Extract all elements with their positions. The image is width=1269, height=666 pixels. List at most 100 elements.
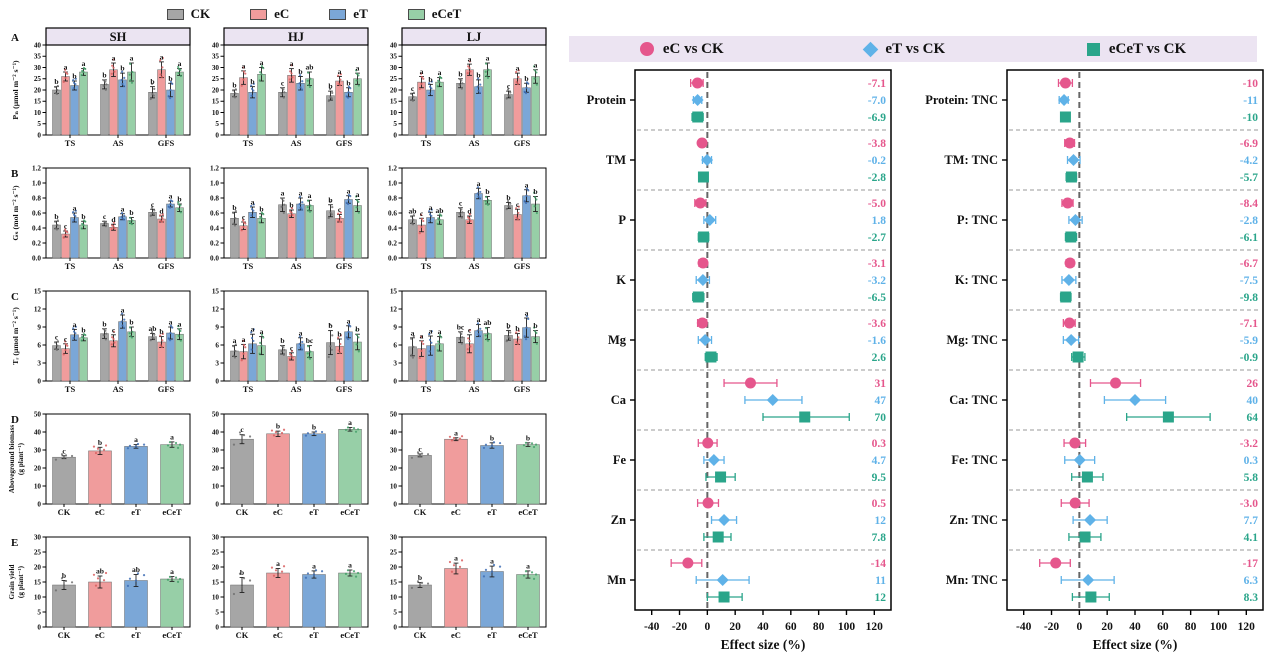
svg-text:c: c: [242, 213, 246, 222]
svg-text:b: b: [490, 433, 494, 442]
svg-text:11: 11: [875, 575, 886, 587]
svg-text:b: b: [524, 74, 528, 83]
svg-text:-6.7: -6.7: [1240, 258, 1258, 270]
svg-text:25: 25: [212, 75, 220, 83]
svg-text:eT: eT: [487, 507, 497, 517]
svg-text:Pₙ (μmol m⁻² s⁻¹): Pₙ (μmol m⁻² s⁻¹): [11, 60, 20, 120]
svg-text:b: b: [289, 201, 293, 210]
svg-text:40: 40: [1129, 621, 1141, 633]
et-swatch: [329, 8, 347, 20]
svg-text:-6.9: -6.9: [1240, 138, 1258, 150]
svg-text:(g plant⁻¹): (g plant⁻¹): [17, 565, 25, 598]
svg-text:0: 0: [215, 377, 219, 385]
svg-text:Mn: TNC: Mn: TNC: [946, 573, 998, 587]
svg-text:b: b: [150, 77, 154, 86]
svg-text:b: b: [355, 325, 359, 334]
svg-text:1.0: 1.0: [32, 179, 41, 187]
svg-text:20: 20: [34, 563, 42, 571]
svg-text:0: 0: [215, 623, 219, 631]
svg-text:TS: TS: [421, 384, 432, 394]
svg-text:60: 60: [1157, 621, 1169, 633]
forest-plot-elements-tnc: Protein: TNC -10 -11 -10 TM: TNC -6.9 -4.2 -5.7…: [925, 69, 1264, 652]
bar-chart-D-LJ: 0 10 20 30 40 50 c CK a eC b eT b eCeT: [390, 410, 547, 517]
svg-text:TM: TNC: TM: TNC: [944, 153, 998, 167]
svg-text:Zn: TNC: Zn: TNC: [949, 513, 998, 527]
svg-text:-40: -40: [1016, 621, 1032, 633]
svg-text:1.2: 1.2: [388, 164, 397, 172]
svg-text:b: b: [177, 195, 181, 204]
svg-text:40: 40: [212, 41, 220, 49]
svg-text:Aboveground biomass: Aboveground biomass: [8, 425, 16, 494]
svg-text:1.0: 1.0: [210, 179, 219, 187]
svg-text:eC: eC: [95, 630, 105, 640]
forest-legend-label-et: eT vs CK: [885, 40, 946, 57]
svg-text:d: d: [111, 215, 116, 224]
svg-text:0.3: 0.3: [1244, 455, 1259, 467]
svg-text:15: 15: [390, 287, 398, 295]
svg-text:c: c: [507, 82, 511, 91]
svg-text:0: 0: [393, 500, 397, 508]
svg-text:b: b: [81, 212, 85, 221]
panel-row-B: 0.0 0.2 0.4 0.6 0.8 1.0 1.2 B Gₛ (mol m⁻² s⁻¹) b c…: [6, 162, 562, 284]
svg-text:0.2: 0.2: [32, 239, 41, 247]
svg-text:a: a: [486, 54, 490, 63]
svg-text:0: 0: [704, 621, 710, 633]
svg-text:80: 80: [1185, 621, 1197, 633]
svg-text:GFS: GFS: [336, 384, 353, 394]
svg-text:5: 5: [215, 120, 219, 128]
svg-text:0.4: 0.4: [32, 224, 41, 232]
svg-text:a: a: [233, 336, 237, 345]
svg-text:12: 12: [875, 515, 887, 527]
svg-text:8.3: 8.3: [1244, 592, 1259, 604]
svg-text:-9.8: -9.8: [1240, 292, 1258, 304]
svg-text:3: 3: [37, 359, 41, 367]
svg-text:CK: CK: [236, 507, 249, 517]
svg-text:a: a: [260, 58, 264, 67]
svg-text:b: b: [346, 78, 350, 87]
svg-text:b: b: [129, 318, 133, 327]
svg-text:c: c: [240, 425, 244, 434]
svg-text:GFS: GFS: [514, 261, 531, 271]
svg-text:a: a: [347, 316, 351, 325]
svg-text:5: 5: [393, 608, 397, 616]
svg-text:25: 25: [34, 75, 42, 83]
svg-text:20: 20: [212, 464, 220, 472]
svg-text:a: a: [299, 189, 303, 198]
svg-text:35: 35: [212, 53, 220, 61]
svg-text:40: 40: [34, 428, 42, 436]
svg-text:7.8: 7.8: [872, 532, 887, 544]
svg-text:80: 80: [813, 621, 825, 633]
svg-text:a: a: [468, 55, 472, 64]
svg-text:TS: TS: [243, 384, 254, 394]
svg-text:-20: -20: [1044, 621, 1060, 633]
svg-text:6: 6: [393, 341, 397, 349]
legend-item-ec: eC: [250, 6, 289, 22]
svg-text:a: a: [429, 327, 433, 336]
svg-text:70: 70: [875, 412, 887, 424]
svg-text:a: a: [178, 319, 182, 328]
svg-text:b: b: [485, 187, 489, 196]
svg-text:1.8: 1.8: [872, 215, 887, 227]
svg-text:eC: eC: [451, 507, 461, 517]
svg-text:a: a: [121, 306, 125, 315]
svg-text:a: a: [347, 186, 351, 195]
svg-text:12: 12: [390, 305, 398, 313]
svg-text:-6.9: -6.9: [868, 112, 886, 124]
svg-text:0.2: 0.2: [388, 239, 397, 247]
svg-text:a: a: [420, 331, 424, 340]
svg-text:TS: TS: [243, 261, 254, 271]
svg-text:a: a: [477, 315, 481, 324]
svg-text:d: d: [467, 207, 472, 216]
svg-text:6.3: 6.3: [1244, 575, 1259, 587]
treatment-legend: CK eC eT eCeT: [66, 6, 562, 22]
svg-text:20: 20: [390, 464, 398, 472]
svg-text:5: 5: [215, 608, 219, 616]
svg-text:0.6: 0.6: [32, 209, 41, 217]
svg-text:0.6: 0.6: [210, 209, 219, 217]
svg-text:GFS: GFS: [158, 261, 175, 271]
svg-text:Fe: Fe: [613, 453, 627, 467]
svg-text:50: 50: [34, 410, 42, 418]
svg-text:LJ: LJ: [467, 30, 482, 44]
svg-text:30: 30: [212, 64, 220, 72]
